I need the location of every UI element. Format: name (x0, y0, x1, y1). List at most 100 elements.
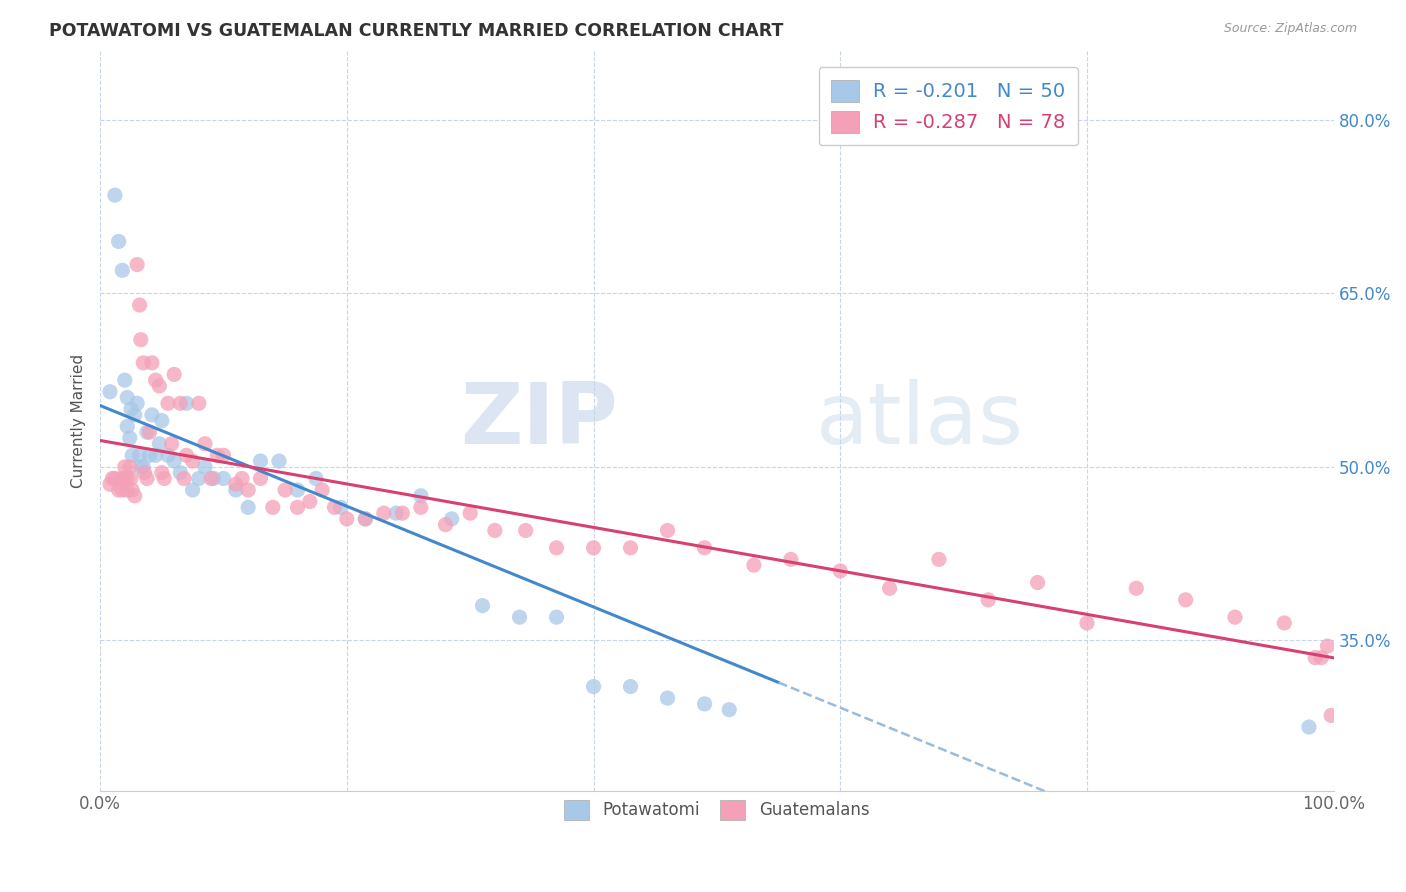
Point (718, 703, 741, 717)
Point (141, 408, 163, 422)
Point (200, 471, 222, 485)
Point (1026, 575, 1049, 590)
Point (134, 466, 156, 480)
Point (1316, 639, 1339, 653)
Point (121, 483, 143, 497)
Point (98, 384, 121, 399)
Point (1310, 650, 1333, 665)
Point (1223, 610, 1246, 624)
Point (928, 552, 950, 566)
Point (311, 483, 333, 497)
Point (830, 564, 852, 578)
Point (742, 558, 765, 573)
Point (163, 368, 186, 382)
Y-axis label: Currently Married: Currently Married (72, 353, 86, 488)
Point (780, 552, 803, 566)
Point (132, 459, 155, 474)
Point (129, 459, 152, 474)
Point (225, 483, 247, 497)
Point (194, 436, 217, 450)
Point (582, 680, 605, 694)
Point (156, 448, 179, 462)
Point (207, 448, 229, 462)
Point (136, 425, 159, 440)
Point (118, 431, 141, 445)
Point (409, 500, 432, 515)
Point (336, 512, 359, 526)
Point (127, 396, 149, 410)
Point (121, 448, 143, 462)
Point (409, 489, 432, 503)
Point (194, 459, 217, 474)
Point (101, 471, 124, 485)
Point (124, 408, 146, 422)
Point (104, 188, 127, 202)
Point (225, 477, 247, 491)
Point (181, 483, 204, 497)
Point (267, 454, 290, 468)
Point (236, 483, 259, 497)
Point (107, 483, 129, 497)
Point (879, 582, 901, 596)
Point (274, 483, 297, 497)
Point (148, 436, 170, 450)
Point (262, 500, 284, 515)
Point (236, 500, 259, 515)
Point (619, 541, 641, 555)
Text: POTAWATOMI VS GUATEMALAN CURRENTLY MARRIED CORRELATION CHART: POTAWATOMI VS GUATEMALAN CURRENTLY MARRI… (49, 22, 783, 40)
Point (212, 448, 235, 462)
Point (117, 471, 139, 485)
Point (117, 391, 139, 405)
Point (128, 298, 150, 312)
Point (169, 466, 191, 480)
Point (305, 471, 328, 485)
Point (484, 524, 506, 538)
Point (156, 396, 179, 410)
Point (187, 471, 209, 485)
Point (104, 471, 127, 485)
Point (118, 459, 141, 474)
Point (148, 379, 170, 393)
Point (150, 414, 173, 428)
Point (1174, 592, 1197, 607)
Point (434, 517, 457, 532)
Point (111, 483, 134, 497)
Point (107, 235, 129, 249)
Point (231, 471, 253, 485)
Point (176, 448, 198, 462)
Point (977, 592, 1000, 607)
Text: ZIP: ZIP (460, 379, 619, 462)
Point (114, 471, 136, 485)
Point (176, 396, 198, 410)
Point (120, 471, 142, 485)
Point (298, 494, 321, 508)
Point (114, 459, 136, 474)
Legend: Potawatomi, Guatemalans: Potawatomi, Guatemalans (558, 793, 876, 827)
Point (373, 506, 395, 520)
Point (111, 263, 134, 277)
Point (114, 373, 136, 387)
Point (287, 500, 309, 515)
Point (1125, 582, 1147, 596)
Point (160, 436, 183, 450)
Point (1303, 650, 1326, 665)
Point (693, 697, 716, 711)
Point (124, 489, 146, 503)
Point (136, 471, 159, 485)
Point (657, 691, 679, 706)
Point (354, 512, 377, 526)
Point (181, 454, 204, 468)
Point (249, 454, 271, 468)
Point (138, 448, 160, 462)
Point (141, 356, 163, 370)
Point (1298, 720, 1320, 734)
Point (117, 419, 139, 434)
Point (138, 425, 160, 440)
Text: Source: ZipAtlas.com: Source: ZipAtlas.com (1223, 22, 1357, 36)
Point (509, 610, 531, 624)
Point (212, 471, 235, 485)
Text: atlas: atlas (815, 379, 1024, 462)
Point (110, 471, 132, 485)
Point (173, 471, 195, 485)
Point (515, 524, 537, 538)
